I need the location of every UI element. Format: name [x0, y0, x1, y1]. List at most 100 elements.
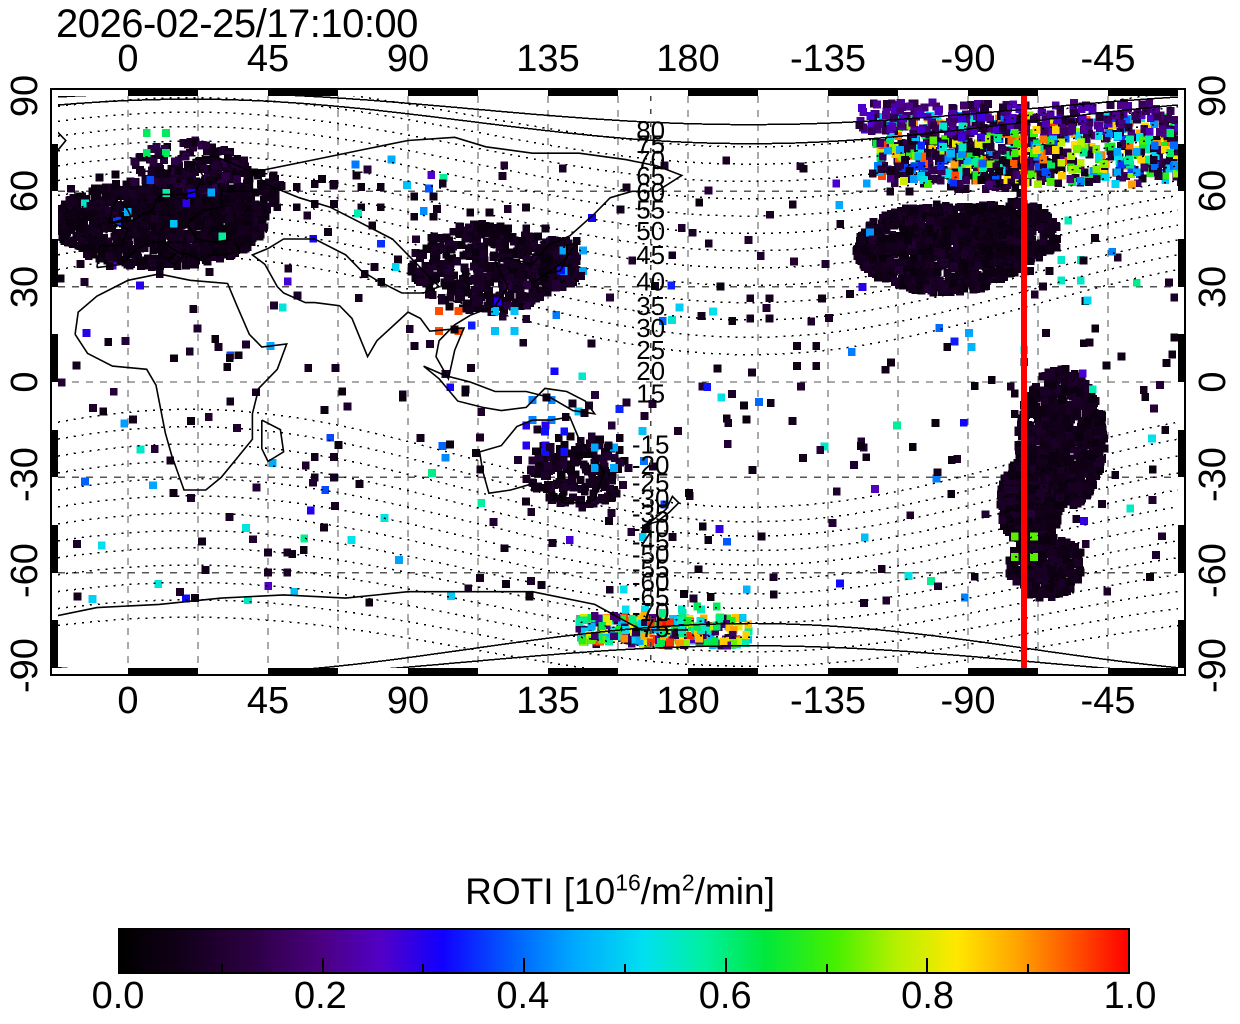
roti-cell [980, 203, 989, 212]
roti-cell [162, 248, 171, 257]
roti-cell [937, 288, 946, 297]
roti-cell [1011, 510, 1020, 519]
roti-cell [461, 234, 470, 243]
roti-cell [1040, 575, 1049, 584]
roti-cell [1035, 393, 1044, 402]
roti-cell [65, 214, 74, 223]
roti-cell [486, 264, 495, 272]
roti-cell [542, 485, 551, 494]
roti-cell [445, 239, 454, 248]
y-tick-label: 60 [4, 170, 46, 213]
roti-cell [589, 448, 598, 457]
roti-cell [565, 255, 574, 264]
roti-cell [470, 262, 478, 271]
roti-cell [1044, 496, 1053, 505]
roti-cell [64, 204, 72, 213]
roti-cell [65, 219, 74, 228]
roti-cell [583, 450, 592, 459]
roti-cell [184, 251, 193, 260]
roti-cell [430, 232, 439, 241]
roti-cell [1049, 559, 1058, 568]
roti-cell [488, 238, 497, 247]
roti-cell [439, 234, 448, 243]
roti-cell [1076, 468, 1085, 477]
roti-cell [165, 223, 174, 232]
roti-cell [227, 185, 235, 194]
roti-cell [98, 235, 107, 244]
map-plot-area[interactable]: 80 75 70 65 60 55 50 45 40 35 30 25 20 15 -15 -20 -25 -30… [58, 96, 1178, 668]
roti-cell [528, 267, 536, 276]
roti-cell [154, 211, 163, 219]
roti-cell [481, 229, 489, 238]
roti-cell [175, 194, 184, 203]
roti-cell [998, 516, 1007, 525]
roti-cell [504, 252, 513, 261]
roti-cell [943, 269, 952, 278]
roti-cell [421, 261, 430, 270]
roti-cell [999, 247, 1008, 256]
roti-cell [1034, 542, 1043, 551]
roti-cell [979, 259, 988, 268]
roti-cell [1044, 382, 1053, 391]
roti-cell [913, 254, 922, 263]
roti-cell [1024, 222, 1033, 231]
roti-cell [992, 246, 1000, 255]
roti-cell [159, 202, 168, 211]
roti-cell [890, 221, 899, 230]
roti-cell [1057, 163, 1066, 172]
roti-cell [119, 245, 128, 254]
roti-cell [967, 210, 976, 219]
roti-cell [1016, 540, 1025, 549]
roti-cell [863, 264, 872, 273]
roti-cell [1089, 409, 1098, 418]
roti-cell [1013, 246, 1022, 255]
roti-cell [1056, 493, 1064, 502]
roti-cell [1080, 393, 1089, 401]
roti-cell [1036, 574, 1045, 583]
roti-cell [1001, 184, 1010, 193]
roti-cell [941, 247, 950, 256]
roti-cell [109, 256, 117, 265]
roti-cell [1040, 402, 1049, 411]
roti-cell [227, 228, 236, 237]
y-axis-left-labels: 90 60 30 0 -30 -60 -90 [0, 0, 50, 1024]
roti-cell [1031, 519, 1040, 528]
roti-cell [874, 264, 883, 273]
roti-cell [229, 220, 238, 229]
roti-cell [503, 297, 512, 305]
roti-global-map[interactable]: 80 75 70 65 60 55 50 45 40 35 30 25 20 15 -15 -20 -25 -30… [50, 88, 1186, 676]
roti-cell [551, 280, 560, 289]
roti-cell [540, 274, 548, 283]
roti-cell [874, 254, 883, 262]
roti-cell [615, 446, 624, 455]
roti-cell [1056, 541, 1065, 550]
roti-cell [608, 476, 617, 485]
roti-cell [186, 257, 195, 266]
roti-cell [546, 448, 555, 457]
roti-cell [905, 247, 914, 256]
roti-cell [528, 456, 537, 465]
roti-cell [585, 439, 594, 448]
roti-cell [859, 231, 868, 240]
roti-cell [483, 237, 491, 246]
roti-cell [216, 254, 224, 263]
roti-cell [997, 220, 1006, 229]
roti-cell [436, 242, 445, 251]
roti-cell [1052, 512, 1061, 521]
roti-cell [862, 237, 870, 246]
roti-cell [136, 257, 144, 266]
roti-cell [606, 485, 614, 493]
roti-cell [1039, 233, 1048, 242]
roti-cell [945, 252, 954, 261]
roti-cell [1047, 241, 1056, 250]
roti-cell [1077, 425, 1085, 434]
roti-cell [935, 217, 943, 226]
roti-cell [471, 220, 480, 229]
roti-cell [474, 274, 483, 283]
roti-cell [918, 225, 926, 234]
roti-cell [1025, 256, 1033, 265]
roti-cell [1097, 417, 1106, 426]
roti-cell [148, 188, 157, 197]
roti-cell [1010, 486, 1019, 495]
roti-cell [148, 195, 157, 204]
